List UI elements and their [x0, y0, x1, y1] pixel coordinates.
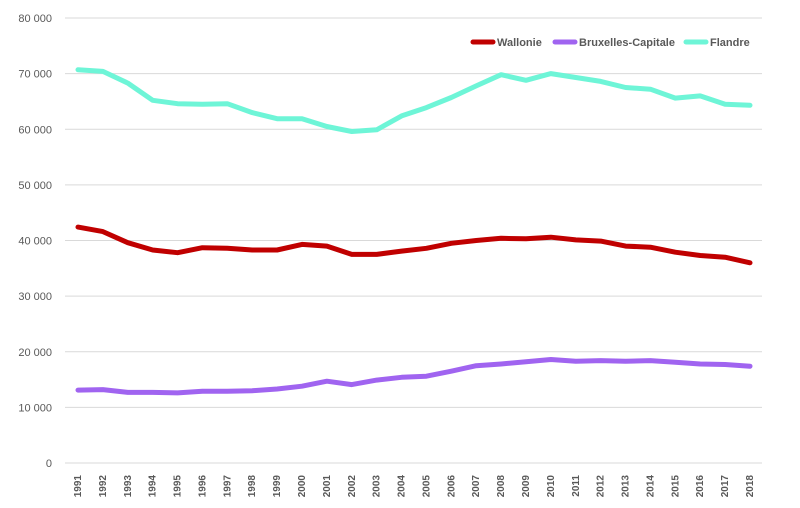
y-axis-tick-labels: 0 10 000 20 000 30 000 40 000 50 000 60 000 70 … [18, 13, 52, 470]
x-tick-label: 2014 [645, 475, 656, 498]
x-tick-label: 2000 [297, 475, 308, 498]
x-tick-label: 1993 [123, 475, 134, 498]
x-tick-label: 2005 [421, 475, 432, 498]
x-tick-label: 1991 [73, 475, 84, 498]
x-tick-label: 1994 [148, 475, 159, 498]
legend-label-bruxelles-capitale: Bruxelles-Capitale [579, 37, 675, 49]
x-tick-label: 2010 [546, 475, 557, 498]
x-tick-label: 2015 [670, 475, 681, 498]
series-lines [75, 67, 753, 396]
x-tick-label: 2013 [621, 475, 632, 498]
x-tick-label: 1997 [222, 475, 233, 498]
y-tick-label: 70 000 [18, 69, 52, 81]
x-tick-label: 2011 [571, 475, 582, 497]
x-tick-label: 2009 [521, 475, 532, 498]
x-tick-label: 2006 [446, 475, 457, 498]
x-tick-label: 2001 [322, 475, 333, 498]
y-tick-label: 60 000 [18, 124, 52, 136]
x-tick-label: 2018 [745, 475, 756, 498]
x-axis-tick-labels: 1991 1992 1993 1994 1995 1996 1997 1998 1999 2000… [73, 475, 756, 498]
x-tick-label: 2017 [720, 475, 731, 498]
x-tick-label: 1992 [98, 475, 109, 498]
series-line-wallonie [75, 224, 753, 266]
x-tick-label: 1995 [173, 475, 184, 498]
legend-label-wallonie: Wallonie [497, 37, 542, 49]
x-tick-label: 2004 [397, 475, 408, 498]
y-tick-label: 50 000 [18, 180, 52, 192]
y-tick-label: 80 000 [18, 13, 52, 25]
y-tick-label: 10 000 [18, 402, 52, 414]
x-tick-label: 2007 [471, 475, 482, 498]
series-line-flandre [75, 67, 753, 134]
y-tick-label: 20 000 [18, 347, 52, 359]
x-tick-label: 1996 [197, 475, 208, 498]
x-tick-label: 2012 [596, 475, 607, 498]
x-tick-label: 1999 [272, 475, 283, 498]
x-tick-label: 1998 [247, 475, 258, 498]
y-tick-label: 0 [46, 458, 52, 470]
y-tick-label: 40 000 [18, 236, 52, 248]
series-line-bruxelles-capitale [75, 357, 753, 396]
gridlines [65, 17, 762, 464]
legend-label-flandre: Flandre [710, 37, 750, 49]
x-tick-label: 2002 [347, 475, 358, 498]
x-tick-label: 2016 [695, 475, 706, 498]
x-tick-label: 2003 [372, 475, 383, 498]
legend: Wallonie Bruxelles-Capitale Flandre [470, 37, 750, 49]
x-tick-label: 2008 [496, 475, 507, 498]
y-tick-label: 30 000 [18, 291, 52, 303]
